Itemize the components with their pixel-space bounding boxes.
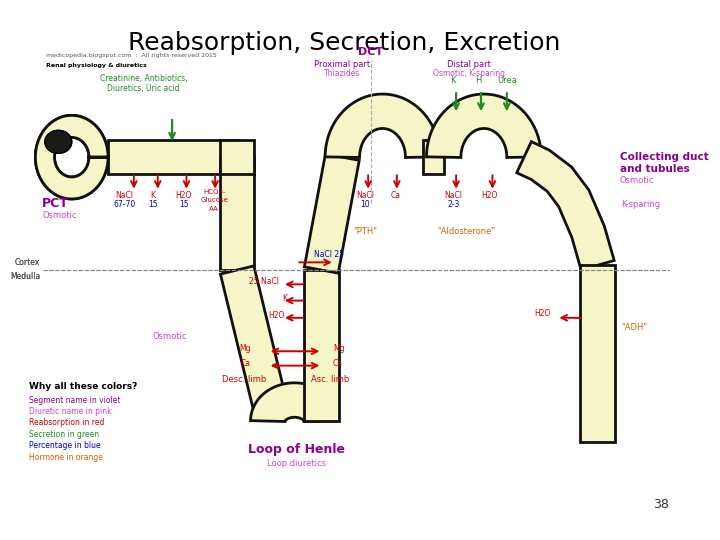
Text: H2O: H2O (534, 309, 551, 319)
Polygon shape (426, 94, 541, 158)
Text: Cortex: Cortex (15, 258, 40, 267)
Text: Osmotic: Osmotic (42, 211, 76, 220)
Text: Ca: Ca (333, 359, 343, 368)
Text: Why all these colors?: Why all these colors? (29, 382, 137, 391)
Text: K: K (282, 294, 287, 303)
Text: 38: 38 (654, 498, 670, 511)
Text: AA: AA (210, 206, 219, 212)
Polygon shape (35, 116, 108, 199)
Text: Ca: Ca (240, 359, 251, 368)
Text: Reabsorption in red: Reabsorption in red (29, 418, 104, 428)
Polygon shape (45, 130, 72, 153)
Text: Osmotic: Osmotic (153, 333, 187, 341)
Text: Loop of Henle: Loop of Henle (248, 443, 345, 456)
Text: Distal part: Distal part (446, 60, 490, 69)
Text: Segment name in violet: Segment name in violet (29, 395, 120, 404)
Text: DCT: DCT (359, 47, 384, 57)
Text: 25 NaCl: 25 NaCl (249, 277, 279, 286)
Text: medicopedia.blogspot.com  :  All rights reserved 2015: medicopedia.blogspot.com : All rights re… (46, 53, 217, 58)
Text: Loop diuretics: Loop diuretics (267, 458, 326, 468)
Polygon shape (580, 265, 615, 442)
Polygon shape (108, 140, 237, 174)
Text: Renal physiology & diuretics: Renal physiology & diuretics (46, 63, 147, 68)
Polygon shape (305, 154, 359, 273)
Text: "Aldosterone": "Aldosterone" (438, 227, 495, 237)
Text: Mg: Mg (333, 344, 344, 353)
Text: Collecting duct: Collecting duct (620, 152, 708, 162)
Text: Asc. limb: Asc. limb (311, 375, 349, 384)
Text: H2O: H2O (482, 191, 498, 200)
Text: Osmotic, K-sparing: Osmotic, K-sparing (433, 70, 505, 78)
Text: Cortex: Cortex (15, 258, 40, 267)
Text: HCO3-: HCO3- (203, 188, 225, 194)
Text: K: K (150, 191, 156, 200)
Text: 10: 10 (361, 200, 370, 210)
Text: K: K (451, 76, 456, 85)
Text: H: H (475, 76, 481, 85)
Text: "PTH": "PTH" (354, 227, 377, 237)
Polygon shape (220, 266, 287, 408)
Text: Medulla: Medulla (10, 272, 40, 281)
Text: 2-3: 2-3 (447, 200, 459, 210)
Text: Diuretics, Uric acid: Diuretics, Uric acid (107, 84, 180, 93)
Polygon shape (35, 116, 108, 199)
Text: NaCl: NaCl (356, 191, 374, 200)
Text: 15: 15 (179, 200, 189, 210)
Polygon shape (517, 141, 614, 270)
Text: NaCl: NaCl (444, 191, 462, 200)
Text: NaCl 25: NaCl 25 (314, 250, 343, 259)
Text: and tubules: and tubules (620, 164, 689, 174)
Text: H2O: H2O (269, 312, 285, 320)
Polygon shape (325, 94, 440, 158)
Text: Desc. limb: Desc. limb (222, 375, 266, 384)
Text: 15: 15 (148, 200, 158, 210)
Polygon shape (251, 383, 338, 422)
Text: Creatinine, Antibiotics,: Creatinine, Antibiotics, (99, 75, 187, 83)
Text: 67-70: 67-70 (113, 200, 135, 210)
Text: Percentage in blue: Percentage in blue (29, 441, 100, 450)
Text: Osmotic: Osmotic (620, 176, 654, 185)
Text: "ADH": "ADH" (621, 323, 648, 332)
Text: Ca: Ca (391, 191, 401, 200)
Polygon shape (220, 140, 254, 174)
Text: Mg: Mg (239, 344, 251, 353)
Text: Hormone in orange: Hormone in orange (29, 453, 102, 462)
Text: Diuretic name in pink: Diuretic name in pink (29, 407, 112, 416)
Text: Proximal part: Proximal part (314, 60, 370, 69)
Text: Glucose: Glucose (200, 197, 228, 203)
Polygon shape (45, 130, 72, 153)
Text: NaCl: NaCl (115, 191, 133, 200)
Text: Reabsorption, Secretion, Excretion: Reabsorption, Secretion, Excretion (128, 31, 560, 55)
Text: K-sparing: K-sparing (621, 200, 661, 210)
Text: Secretion in green: Secretion in green (29, 430, 99, 439)
Text: Medulla: Medulla (10, 272, 40, 281)
Text: PCT: PCT (42, 197, 69, 210)
Polygon shape (220, 157, 254, 270)
Text: Thiazides: Thiazides (324, 70, 361, 78)
Text: H2O: H2O (176, 191, 192, 200)
Polygon shape (304, 270, 338, 421)
Text: Urea: Urea (497, 76, 517, 85)
Polygon shape (423, 140, 444, 174)
